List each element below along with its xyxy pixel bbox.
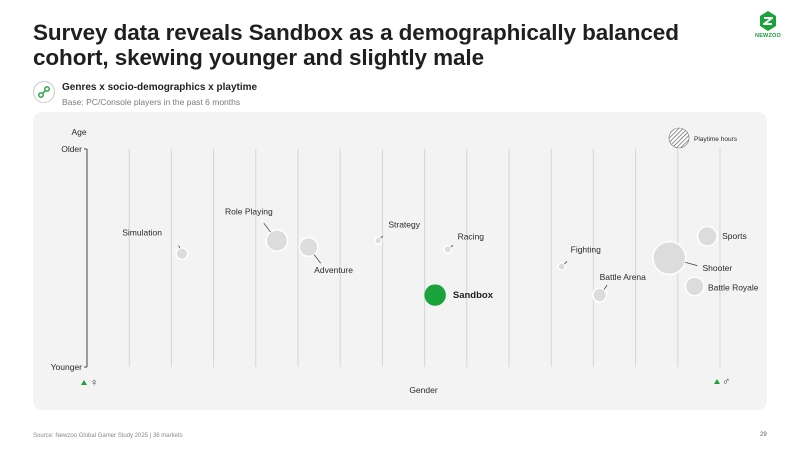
triangle-up-icon bbox=[714, 379, 720, 384]
leader-line-racing bbox=[450, 245, 454, 248]
logo-text: NEWZOO bbox=[755, 33, 781, 39]
bubble-shooter bbox=[652, 240, 687, 276]
bubble-adventure bbox=[298, 237, 319, 258]
y-axis-label-bottom: Younger bbox=[51, 362, 83, 372]
leader-line-adventure bbox=[313, 254, 322, 264]
male-symbol-icon: ♂ bbox=[722, 376, 730, 388]
data-label-adventure: Adventure bbox=[314, 265, 353, 275]
y-axis-title: Age bbox=[71, 127, 86, 137]
footer-source: Source: Newzoo Global Gamer Study 2025 |… bbox=[33, 433, 183, 439]
chart-panel: Age Older Younger Gender ♀ ♂ Playtime hours Sim… bbox=[33, 112, 767, 410]
chart-subtitle: Genres x socio-demographics x playtime bbox=[62, 82, 258, 93]
bubble-role-playing bbox=[265, 229, 289, 253]
data-label-racing: Racing bbox=[458, 231, 485, 241]
newzoo-logo: NEWZOO bbox=[752, 10, 784, 44]
bubble-racing bbox=[443, 244, 453, 254]
page-number: 29 bbox=[760, 432, 767, 438]
legend-label: Playtime hours bbox=[694, 136, 738, 143]
link-icon bbox=[33, 81, 55, 103]
x-axis-title: Gender bbox=[409, 385, 438, 395]
chart-base-note: Base: PC/Console players in the past 6 m… bbox=[62, 97, 241, 107]
data-label-simulation: Simulation bbox=[122, 228, 162, 238]
bubble-fighting bbox=[557, 262, 567, 272]
y-axis-label-top: Older bbox=[61, 144, 82, 154]
data-label-battle-royale: Battle Royale bbox=[708, 282, 759, 292]
leader-line-shooter bbox=[685, 261, 698, 266]
bubble-sandbox bbox=[424, 284, 446, 306]
data-label-battle-arena: Battle Arena bbox=[600, 272, 647, 282]
bubble-battle-royale bbox=[684, 276, 705, 297]
triangle-up-icon bbox=[81, 380, 87, 385]
leader-line-simulation bbox=[178, 245, 181, 249]
legend-hatched-circle-icon bbox=[668, 127, 690, 149]
leader-line-role-playing bbox=[263, 222, 271, 233]
newzoo-logo-icon bbox=[760, 11, 776, 31]
data-label-fighting: Fighting bbox=[571, 245, 602, 255]
data-label-strategy: Strategy bbox=[388, 220, 420, 230]
bubble-strategy bbox=[374, 236, 383, 245]
data-label-sports: Sports bbox=[722, 231, 747, 241]
data-label-shooter: Shooter bbox=[702, 263, 732, 273]
data-label-role-playing: Role Playing bbox=[225, 207, 273, 217]
bubble-chart: Age Older Younger Gender ♀ ♂ Playtime hours Sim… bbox=[51, 127, 759, 395]
leader-line-fighting bbox=[564, 261, 568, 265]
bubble-battle-arena bbox=[592, 287, 608, 303]
female-symbol-icon: ♀ bbox=[90, 377, 98, 389]
data-label-sandbox: Sandbox bbox=[453, 290, 494, 301]
bubble-sports bbox=[696, 225, 718, 247]
bubble-simulation bbox=[175, 247, 189, 261]
leader-line-strategy bbox=[380, 235, 384, 239]
leader-line-battle-arena bbox=[603, 284, 608, 290]
page-title: Survey data reveals Sandbox as a demogra… bbox=[33, 20, 679, 70]
